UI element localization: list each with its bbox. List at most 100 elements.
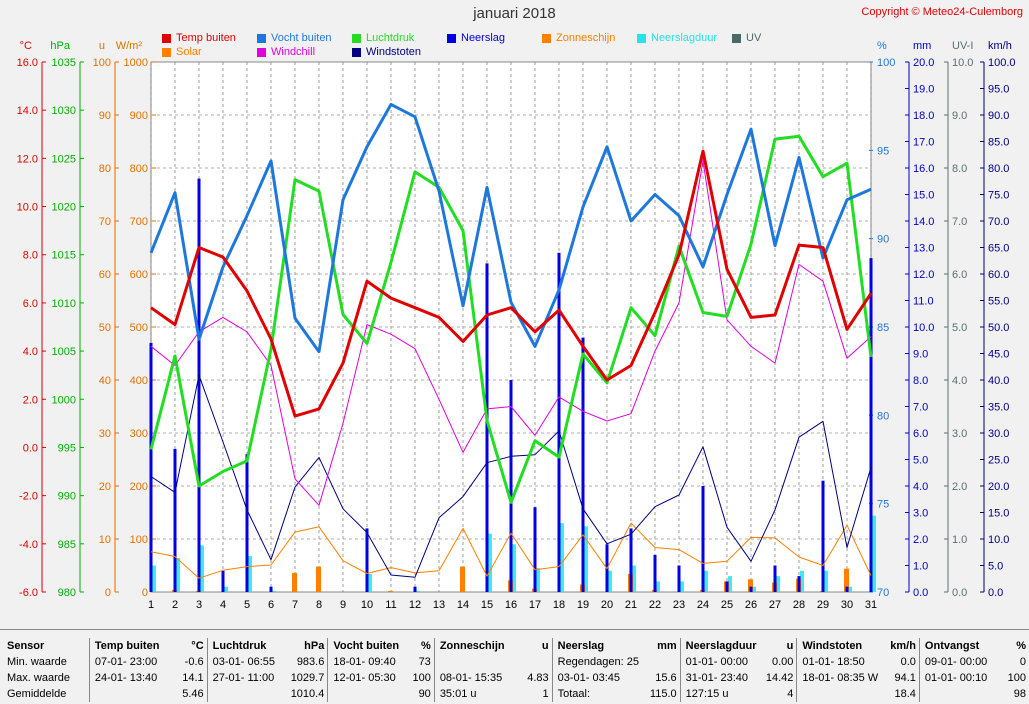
bar-neerslag bbox=[581, 337, 585, 592]
uv-tick-label: 4.0 bbox=[952, 375, 967, 387]
stats-header-wind: Windstoten bbox=[796, 638, 887, 654]
stats-header-row: Sensor Temp buiten °C Luchtdruk hPa Voch… bbox=[4, 638, 1029, 654]
solar-tick-label: 300 bbox=[130, 428, 148, 440]
wind-tick-label: 30.0 bbox=[988, 428, 1009, 440]
x-tick-label: 7 bbox=[292, 599, 298, 611]
stats-cell-value: 1 bbox=[542, 688, 549, 700]
stats-cell-time bbox=[206, 686, 279, 702]
pressure-tick-label: 985 bbox=[58, 539, 76, 551]
rain-tick-label: 9.0 bbox=[913, 349, 928, 361]
wind-tick-label: 10.0 bbox=[988, 534, 1009, 546]
bar-neerslag bbox=[509, 380, 513, 592]
uv-tick-label: 7.0 bbox=[952, 216, 967, 228]
legend-label: Neerslag bbox=[461, 32, 506, 44]
rain-tick-label: 1.0 bbox=[913, 561, 928, 573]
wind-tick-label: 90.0 bbox=[988, 110, 1009, 122]
divider bbox=[0, 629, 1029, 630]
hours-tick-label: 90 bbox=[99, 110, 111, 122]
rain-tick-label: 14.0 bbox=[913, 216, 934, 228]
series-temp-buiten bbox=[150, 149, 873, 418]
x-tick-label: 30 bbox=[841, 599, 853, 611]
rain-tick-label: 0.0 bbox=[913, 587, 928, 599]
bar-neerslag bbox=[149, 342, 153, 592]
uv-tick-label: 6.0 bbox=[952, 269, 967, 281]
stats-cell-time: 31-01- 23:40 bbox=[679, 670, 761, 686]
stats-cell-value: 5.46 bbox=[182, 688, 204, 700]
x-tick-label: 13 bbox=[433, 599, 445, 611]
series-vocht-buiten bbox=[149, 102, 872, 354]
stats-header-raindur: Neerslagduur bbox=[679, 638, 761, 654]
bar-neerslagduur bbox=[584, 526, 588, 592]
x-tick-label: 27 bbox=[769, 599, 781, 611]
x-tick-label: 23 bbox=[673, 599, 685, 611]
rain-tick-label: 8.0 bbox=[913, 375, 928, 387]
legend-swatch bbox=[352, 47, 361, 57]
x-tick-label: 29 bbox=[817, 599, 829, 611]
temp-tick-label: 14.0 bbox=[17, 105, 38, 117]
bar-neerslagduur bbox=[656, 581, 660, 592]
stats-unit-reception: % bbox=[1016, 640, 1026, 652]
stats-unit-rain: mm bbox=[657, 640, 677, 652]
x-tick-label: 9 bbox=[340, 599, 346, 611]
stats-cell-time bbox=[433, 654, 515, 670]
pressure-tick-label: 1005 bbox=[52, 346, 76, 358]
legend-item: Temp buiten bbox=[162, 32, 236, 44]
bar-neerslagduur bbox=[632, 565, 636, 592]
x-tick-label: 21 bbox=[625, 599, 637, 611]
stats-unit-raindur: u bbox=[786, 640, 794, 652]
temp-tick-label: 6.0 bbox=[23, 298, 38, 310]
pressure-unit-label: hPa bbox=[50, 40, 70, 52]
bar-zonneschijn bbox=[844, 568, 849, 592]
stats-cell-time: 01-01- 00:00 bbox=[679, 654, 761, 670]
series-solar bbox=[150, 522, 872, 579]
legend-item: UV bbox=[732, 32, 761, 44]
solar-tick-label: 400 bbox=[130, 375, 148, 387]
bar-neerslag bbox=[557, 252, 561, 593]
stats-row-label: Max. waarde bbox=[7, 672, 70, 684]
stats-cell-value: 98 bbox=[1013, 688, 1026, 700]
bar-neerslag bbox=[221, 570, 225, 592]
x-tick-label: 19 bbox=[577, 599, 589, 611]
legend-label: Neerslagduur bbox=[651, 32, 718, 44]
legend-label: Solar bbox=[176, 46, 202, 58]
bar-neerslagduur bbox=[416, 590, 420, 592]
wind-tick-label: 85.0 bbox=[988, 137, 1009, 149]
stats-cell-time: 127:15 u bbox=[679, 686, 761, 702]
legend-label: Windchill bbox=[271, 46, 316, 58]
stats-cell-value: 90 bbox=[418, 688, 431, 700]
legend-swatch bbox=[542, 33, 551, 43]
stats-cell-time: 08-01- 15:35 bbox=[433, 670, 515, 686]
wind-tick-label: 80.0 bbox=[988, 163, 1009, 175]
rain-tick-label: 20.0 bbox=[913, 57, 934, 69]
hours-tick-label: 100 bbox=[93, 57, 111, 69]
bar-neerslagduur bbox=[560, 523, 564, 592]
wind-tick-label: 70.0 bbox=[988, 216, 1009, 228]
stats-unit-humidity: % bbox=[421, 640, 431, 652]
stats-cell-value: 73 bbox=[418, 656, 431, 668]
wind-tick-label: 100.0 bbox=[988, 57, 1016, 69]
stats-cell-time: 18-01- 08:35 W bbox=[796, 670, 887, 686]
legend-swatch bbox=[352, 33, 361, 43]
bar-neerslagduur bbox=[800, 570, 804, 592]
stats-cell-value: 100 bbox=[412, 672, 431, 684]
solar-tick-label: 600 bbox=[130, 269, 148, 281]
temp-tick-label: 0.0 bbox=[23, 442, 38, 454]
temp-tick-label: 4.0 bbox=[23, 346, 38, 358]
legend-label: Zonneschijn bbox=[556, 32, 616, 44]
stats-cell-time: 03-01- 03:45 bbox=[551, 670, 642, 686]
x-tick-label: 31 bbox=[865, 599, 877, 611]
wind-tick-label: 65.0 bbox=[988, 243, 1009, 255]
bar-neerslag bbox=[725, 581, 729, 592]
wind-tick-label: 0.0 bbox=[988, 587, 1003, 599]
stats-row: Max. waarde 24-01- 13:40 14.1 27-01- 11:00 1… bbox=[4, 670, 1029, 686]
bar-neerslag bbox=[269, 586, 273, 592]
rain-tick-label: 4.0 bbox=[913, 481, 928, 493]
rain-tick-label: 13.0 bbox=[913, 243, 934, 255]
stats-cell-time: 07-01- 23:00 bbox=[88, 654, 172, 670]
humidity-tick-label: 80 bbox=[877, 410, 889, 422]
stats-cell-time: 24-01- 13:40 bbox=[88, 670, 172, 686]
bar-neerslag bbox=[677, 565, 681, 592]
stats-cell-value: 115.0 bbox=[649, 688, 677, 700]
x-tick-label: 26 bbox=[745, 599, 757, 611]
bar-neerslag bbox=[533, 507, 537, 592]
